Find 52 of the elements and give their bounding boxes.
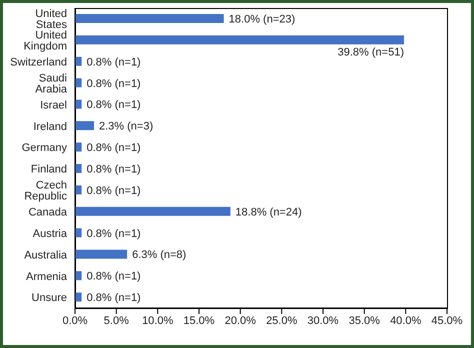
y-tick-label: Armenia xyxy=(26,270,68,283)
x-tick-label: 25.0% xyxy=(266,314,298,327)
data-label: 0.8% (n=1) xyxy=(86,228,141,240)
x-tick-label: 20.0% xyxy=(224,314,256,327)
data-label: 0.8% (n=1) xyxy=(86,99,141,112)
data-label: 0.8% (n=1) xyxy=(86,270,141,283)
data-label: 0.8% (n=1) xyxy=(86,142,141,154)
y-tick-label: Canada xyxy=(28,206,68,218)
bar xyxy=(75,100,82,109)
x-tick-label: 40.0% xyxy=(390,314,422,327)
bar xyxy=(75,121,94,130)
bar xyxy=(75,164,82,173)
bar xyxy=(75,271,82,280)
bar xyxy=(75,292,82,302)
y-tick-label: Czech Republic xyxy=(24,180,68,203)
y-tick-label: Switzerland xyxy=(10,56,67,68)
bar xyxy=(75,142,82,152)
y-tick-label: Australia xyxy=(24,249,68,262)
data-label: 18.0% (n=23) xyxy=(228,14,296,26)
y-tick-label: United Kingdom xyxy=(24,30,67,53)
data-label: 0.8% (n=1) xyxy=(86,164,141,176)
y-tick-label: United States xyxy=(35,8,68,32)
bar xyxy=(75,206,230,216)
data-label: 2.3% (n=3) xyxy=(99,120,154,133)
y-tick-label: Finland xyxy=(30,164,67,176)
x-tick-label: 0.0% xyxy=(62,314,88,327)
bar xyxy=(75,35,404,44)
bar xyxy=(75,56,82,66)
data-label: 0.8% (n=1) xyxy=(86,184,141,197)
x-tick-label: 15.0% xyxy=(183,314,215,327)
y-tick-label: Germany xyxy=(22,142,68,154)
data-label: 0.8% (n=1) xyxy=(86,292,141,304)
data-label: 0.8% (n=1) xyxy=(86,78,141,90)
data-label: 0.8% (n=1) xyxy=(86,56,141,68)
y-tick-label: Austria xyxy=(32,228,68,240)
bar xyxy=(75,250,128,259)
y-tick-label: Saudi Arabia xyxy=(35,72,68,96)
bar xyxy=(75,185,82,194)
x-tick-label: 35.0% xyxy=(348,314,380,327)
data-label: 18.8% (n=24) xyxy=(235,206,302,218)
x-tick-label: 30.0% xyxy=(307,314,339,327)
data-label: 6.3% (n=8) xyxy=(132,249,186,262)
y-tick-label: Ireland xyxy=(33,120,67,133)
data-label: 39.8% (n=51) xyxy=(338,46,404,58)
x-tick-label: 5.0% xyxy=(104,314,130,327)
y-tick-label: Israel xyxy=(40,99,67,112)
x-tick-label: 10.0% xyxy=(142,314,174,327)
bar xyxy=(75,78,82,88)
bar xyxy=(75,14,224,23)
x-tick-label: 45.0% xyxy=(431,314,463,327)
bar xyxy=(75,228,82,238)
y-tick-label: Unsure xyxy=(32,292,67,304)
